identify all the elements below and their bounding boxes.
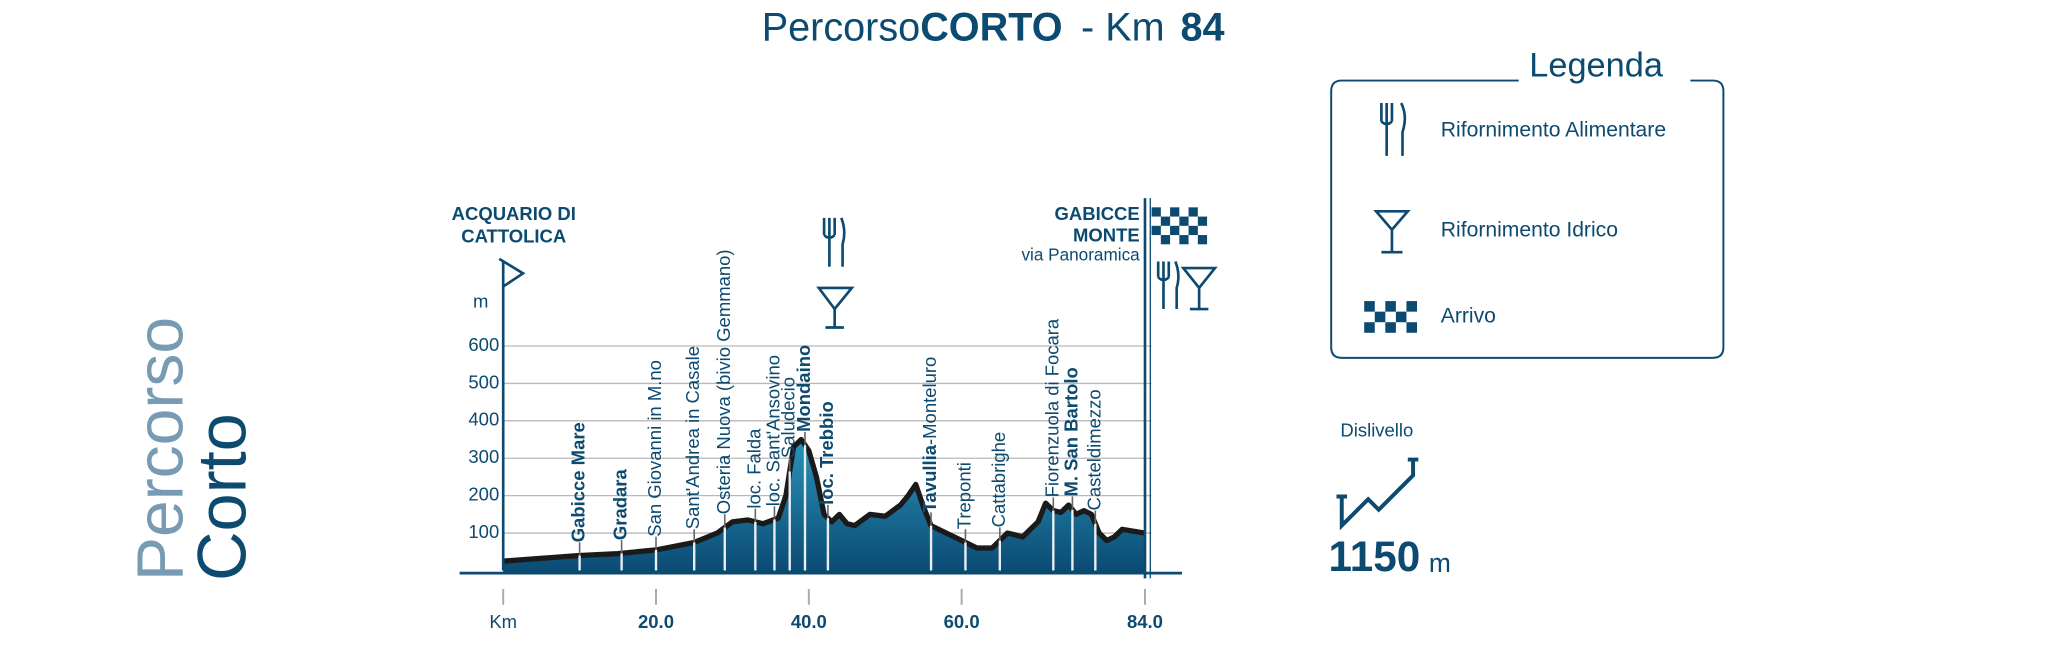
title-part: CORTO [920, 6, 1062, 50]
legend-title: Legenda [1529, 46, 1664, 84]
place-name: M. San Bartolo [1060, 367, 1081, 496]
place-label: Treponti [953, 462, 974, 529]
place-name: Saludecio [778, 377, 799, 458]
place-name: Tavullia [919, 444, 940, 512]
place-name: San Giovanni in M.no [644, 360, 665, 537]
y-tick-label: 100 [468, 521, 499, 542]
y-tick-label: 400 [468, 409, 499, 430]
y-tick-label: 500 [468, 371, 499, 392]
gain-label: Dislivello [1340, 420, 1413, 441]
place-name: Gradara [609, 469, 630, 541]
icon-finish [1364, 301, 1418, 333]
place-name: Mondaino [793, 345, 814, 432]
icon-food [816, 217, 1218, 329]
legend-item: Arrivo [1441, 305, 1496, 328]
place-sub: -Monteluro [919, 357, 940, 445]
place-label: Gradara [609, 469, 630, 541]
start-label: CATTOLICA [461, 226, 566, 247]
start-label: ACQUARIO DI [452, 203, 576, 224]
y-tick-label: 200 [468, 484, 499, 505]
legend-item: Rifornimento Alimentare [1441, 118, 1666, 141]
place-label: loc. Trebbio [816, 401, 837, 505]
profile-area [503, 439, 1145, 574]
place-label: Osteria Nuova (bivio Gemmano) [713, 249, 734, 514]
place-name: loc. Trebbio [816, 401, 837, 505]
place-label: loc. Falda [743, 428, 764, 509]
title-part: 84 [1180, 6, 1224, 50]
side-title: Percorso [123, 317, 197, 581]
place-label: Sant'Andrea in Casale [682, 346, 703, 529]
place-name: Casteldimezzo [1083, 389, 1104, 510]
place-label: loc. Sant'Ansovino [762, 355, 783, 506]
x-tick-label: Km [489, 611, 517, 632]
finish-sub: via Panoramica [1021, 245, 1140, 265]
title-part: - Km [1081, 6, 1165, 50]
place-label: M. San Bartolo [1060, 367, 1081, 496]
place-name: loc. Falda [743, 428, 764, 509]
icon-water [1373, 209, 1411, 254]
x-tick-label: 40.0 [791, 611, 827, 632]
place-label: Saludecio [778, 377, 799, 458]
legend-box [1330, 79, 1725, 359]
icon-food [1380, 102, 1407, 156]
y-tick-label: 300 [468, 446, 499, 467]
y-axis-label: m [473, 290, 488, 311]
legend-item: Rifornimento Idrico [1441, 219, 1618, 242]
place-name: Gabicce Mare [567, 422, 588, 542]
side-title: Corto [183, 413, 260, 581]
place-name: Osteria Nuova (bivio Gemmano) [713, 249, 734, 514]
place-name: Sant'Andrea in Casale [682, 346, 703, 529]
chart-title: PercorsoCORTO - Km 84 [762, 6, 1225, 50]
x-tick-label: 60.0 [944, 611, 980, 632]
finish-flag [1151, 207, 1208, 245]
x-tick-label: 84.0 [1127, 611, 1163, 632]
place-name: Cattabrighe [988, 432, 1009, 527]
gain-value: 1150 [1329, 533, 1421, 580]
finish-label: MONTE [1073, 224, 1140, 245]
place-label: Tavullia-Monteluro [919, 357, 940, 513]
place-label: Fiorenzuola di Focara [1041, 318, 1062, 497]
y-tick-label: 600 [468, 334, 499, 355]
title-part: Percorso [762, 6, 920, 50]
place-name: Treponti [953, 462, 974, 529]
place-label: Cattabrighe [988, 432, 1009, 527]
start-flag [498, 257, 526, 288]
gain-icon [1336, 457, 1419, 531]
place-label: Mondaino [793, 345, 814, 432]
place-name: loc. Sant'Ansovino [762, 355, 783, 506]
finish-label: GABICCE [1055, 203, 1140, 224]
place-label: Gabicce Mare [567, 422, 588, 542]
x-tick-label: 20.0 [638, 611, 674, 632]
place-label: San Giovanni in M.no [644, 360, 665, 537]
gain-unit: m [1429, 548, 1451, 578]
place-name: Fiorenzuola di Focara [1041, 318, 1062, 497]
place-label: Casteldimezzo [1083, 389, 1104, 510]
